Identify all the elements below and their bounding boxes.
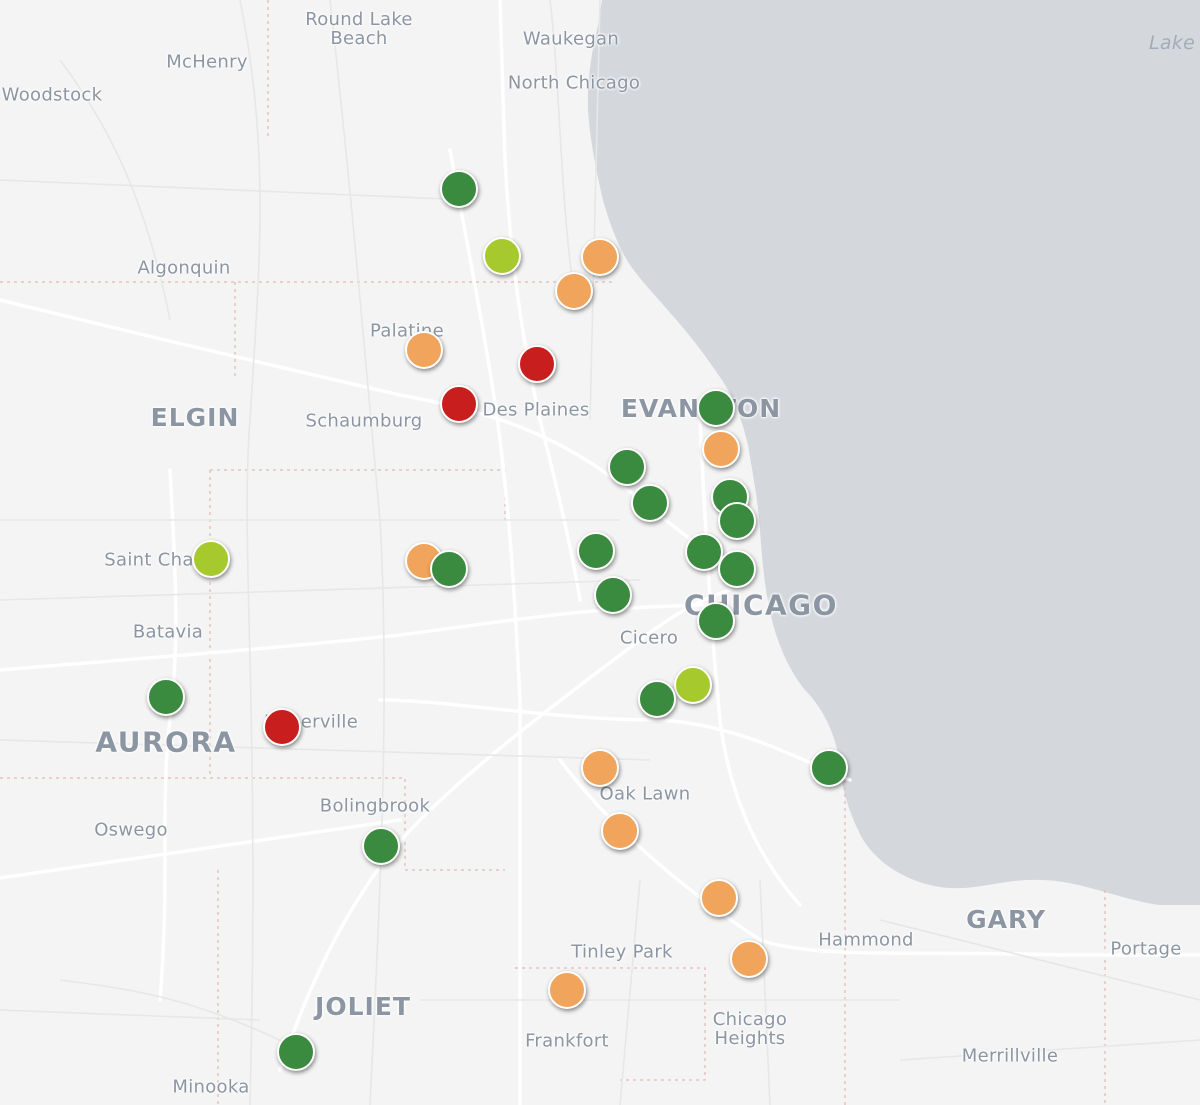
place-label-minooka: Minooka (172, 1076, 250, 1098)
station-marker-orange[interactable] (601, 812, 639, 850)
station-marker-orange[interactable] (405, 331, 443, 369)
lake-michigan (587, 0, 1200, 905)
station-marker-red[interactable] (263, 708, 301, 746)
station-marker-red[interactable] (440, 385, 478, 423)
station-marker-orange[interactable] (581, 238, 619, 276)
place-label-mchenry: McHenry (166, 51, 248, 73)
station-marker-green[interactable] (718, 550, 756, 588)
station-marker-green[interactable] (638, 680, 676, 718)
place-label-oak-lawn: Oak Lawn (599, 783, 691, 805)
station-marker-green[interactable] (430, 550, 468, 588)
place-label-frankfort: Frankfort (525, 1030, 609, 1052)
place-label-portage: Portage (1110, 938, 1182, 960)
station-marker-green[interactable] (147, 678, 185, 716)
place-label-woodstock: Woodstock (1, 84, 103, 106)
place-label-batavia: Batavia (132, 621, 204, 643)
station-marker-lime[interactable] (483, 237, 521, 275)
place-label-oswego: Oswego (94, 819, 168, 841)
station-marker-green[interactable] (697, 602, 735, 640)
place-label-tinley-park: Tinley Park (571, 941, 673, 963)
station-marker-lime[interactable] (674, 666, 712, 704)
station-marker-red[interactable] (518, 345, 556, 383)
station-marker-orange[interactable] (581, 749, 619, 787)
station-marker-green[interactable] (631, 484, 669, 522)
place-label-bolingbrook: Bolingbrook (319, 795, 431, 817)
place-label-lake: Lake (1148, 32, 1196, 55)
station-marker-green[interactable] (697, 389, 735, 427)
station-marker-green[interactable] (440, 170, 478, 208)
station-marker-green[interactable] (810, 749, 848, 787)
place-label-hammond: Hammond (818, 929, 914, 951)
place-label-gary: GARY (966, 904, 1046, 934)
station-marker-green[interactable] (594, 576, 632, 614)
place-label-algonquin: Algonquin (137, 257, 231, 279)
place-label-waukegan: Waukegan (522, 28, 620, 50)
place-label-schaumburg: Schaumburg (305, 410, 423, 432)
station-marker-orange[interactable] (702, 430, 740, 468)
station-marker-green[interactable] (685, 533, 723, 571)
place-label-round-lake-beach: Round Lake Beach (305, 9, 413, 49)
station-marker-orange[interactable] (548, 971, 586, 1009)
station-marker-green[interactable] (718, 502, 756, 540)
station-marker-orange[interactable] (730, 940, 768, 978)
place-label-des-plaines: Des Plaines (482, 399, 590, 421)
station-marker-green[interactable] (277, 1033, 315, 1071)
station-marker-green[interactable] (362, 827, 400, 865)
station-marker-lime[interactable] (192, 540, 230, 578)
place-label-chicago-heights: Chicago Heights (712, 1009, 788, 1049)
place-label-joliet: JOLIET (315, 991, 411, 1021)
place-label-north-chicago: North Chicago (507, 72, 641, 94)
place-label-merrillville: Merrillville (961, 1045, 1059, 1067)
place-label-cicero: Cicero (619, 627, 679, 649)
station-marker-orange[interactable] (555, 272, 593, 310)
place-label-aurora: AURORA (95, 725, 237, 759)
place-label-elgin: ELGIN (150, 402, 240, 432)
station-marker-green[interactable] (608, 448, 646, 486)
station-marker-green[interactable] (577, 532, 615, 570)
station-marker-orange[interactable] (700, 879, 738, 917)
